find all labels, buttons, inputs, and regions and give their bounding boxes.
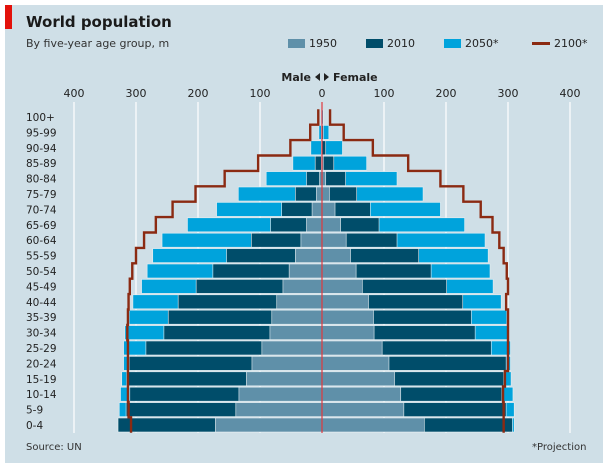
age-group-label: 75-79 <box>26 189 57 201</box>
legend-label-2050: 2050* <box>465 37 499 50</box>
x-tick-label: 400 <box>560 87 581 100</box>
age-group-label: 90-94 <box>26 143 57 155</box>
bar-male-2050 <box>310 140 323 156</box>
brand-accent-bar <box>5 5 12 29</box>
bar-male-1950 <box>235 402 323 417</box>
bar-male-1950 <box>271 309 323 325</box>
age-group-label: 85-89 <box>26 158 57 170</box>
bar-male-1950 <box>295 248 323 263</box>
bar-female-1950 <box>321 232 347 248</box>
source-note: Source: UN <box>26 442 82 453</box>
bar-female-1950 <box>321 325 375 340</box>
x-tick-label: 400 <box>64 87 85 100</box>
bar-female-1950 <box>321 294 369 310</box>
age-group-label: 80-84 <box>26 174 57 186</box>
bar-male-2010 <box>314 155 323 171</box>
bar-male-1950 <box>238 386 323 402</box>
projection-footnote: *Projection <box>532 442 587 453</box>
bar-male-1950 <box>316 186 323 202</box>
age-group-label: 10-14 <box>26 389 57 401</box>
legend-label-2100: 2100* <box>554 37 588 50</box>
bar-male-1950 <box>288 263 323 279</box>
age-group-label: 70-74 <box>26 204 57 216</box>
male-label: Male <box>281 71 311 84</box>
bar-female-1950 <box>321 340 383 356</box>
x-tick-label: 100 <box>374 87 395 100</box>
x-tick-label: 300 <box>126 87 147 100</box>
age-group-label: 55-59 <box>26 251 57 263</box>
age-group-label: 5-9 <box>26 405 43 417</box>
bar-female-1950 <box>321 186 330 202</box>
age-group-label: 50-54 <box>26 266 57 278</box>
bar-female-1950 <box>321 417 425 433</box>
bar-female-1950 <box>321 202 336 217</box>
age-group-label: 20-24 <box>26 358 57 370</box>
bar-female-1950 <box>321 386 402 402</box>
bar-female-1950 <box>321 263 357 279</box>
legend-item-1950: 1950 <box>288 37 337 50</box>
age-group-label: 0-4 <box>26 420 43 432</box>
age-group-label: 100+ <box>26 112 55 124</box>
legend-label-2010: 2010 <box>387 37 415 50</box>
bar-female-1950 <box>321 356 390 371</box>
bar-male-1950 <box>300 232 323 248</box>
chart-subtitle: By five-year age group, m <box>26 37 170 50</box>
bar-male-1950 <box>306 217 323 233</box>
line-2100-female <box>328 109 510 433</box>
bar-female-1950 <box>321 217 341 233</box>
legend-item-2100: 2100* <box>532 37 588 50</box>
x-tick-label: 100 <box>250 87 271 100</box>
legend-item-2050: 2050* <box>444 37 499 50</box>
age-group-label: 45-49 <box>26 281 57 293</box>
x-tick-label: 200 <box>188 87 209 100</box>
age-group-label: 25-29 <box>26 343 57 355</box>
x-tick-label: 300 <box>498 87 519 100</box>
bar-male-1950 <box>311 202 323 217</box>
legend-line-2100 <box>532 42 550 45</box>
age-group-label: 60-64 <box>26 235 57 247</box>
arrow-left-icon <box>315 73 320 81</box>
bar-male-1950 <box>251 356 323 371</box>
age-group-label: 65-69 <box>26 220 57 232</box>
legend-swatch-1950 <box>288 39 305 48</box>
age-group-label: 30-34 <box>26 328 57 340</box>
chart-title: World population <box>26 13 172 31</box>
x-tick-label: 0 <box>319 87 326 100</box>
bar-male-1950 <box>215 417 323 433</box>
female-label: Female <box>333 71 378 84</box>
bar-male-1950 <box>276 294 323 310</box>
age-group-label: 95-99 <box>26 127 57 139</box>
bar-female-1950 <box>321 371 395 387</box>
line-2100-male <box>126 109 320 433</box>
legend-swatch-2050 <box>444 39 461 48</box>
bar-male-1950 <box>246 371 323 387</box>
bar-male-1950 <box>282 279 323 294</box>
bar-male-1950 <box>261 340 323 356</box>
bar-female-1950 <box>321 402 405 417</box>
arrow-right-icon <box>324 73 329 81</box>
age-group-label: 15-19 <box>26 374 57 386</box>
x-tick-label: 200 <box>436 87 457 100</box>
bar-male-1950 <box>269 325 323 340</box>
legend-swatch-2010 <box>366 39 383 48</box>
legend-item-2010: 2010 <box>366 37 415 50</box>
age-group-label: 35-39 <box>26 312 57 324</box>
bar-female-2010 <box>321 155 335 171</box>
legend-label-1950: 1950 <box>309 37 337 50</box>
bar-female-1950 <box>321 309 374 325</box>
bar-female-1950 <box>321 279 363 294</box>
bar-female-1950 <box>321 248 351 263</box>
age-group-label: 40-44 <box>26 297 57 309</box>
